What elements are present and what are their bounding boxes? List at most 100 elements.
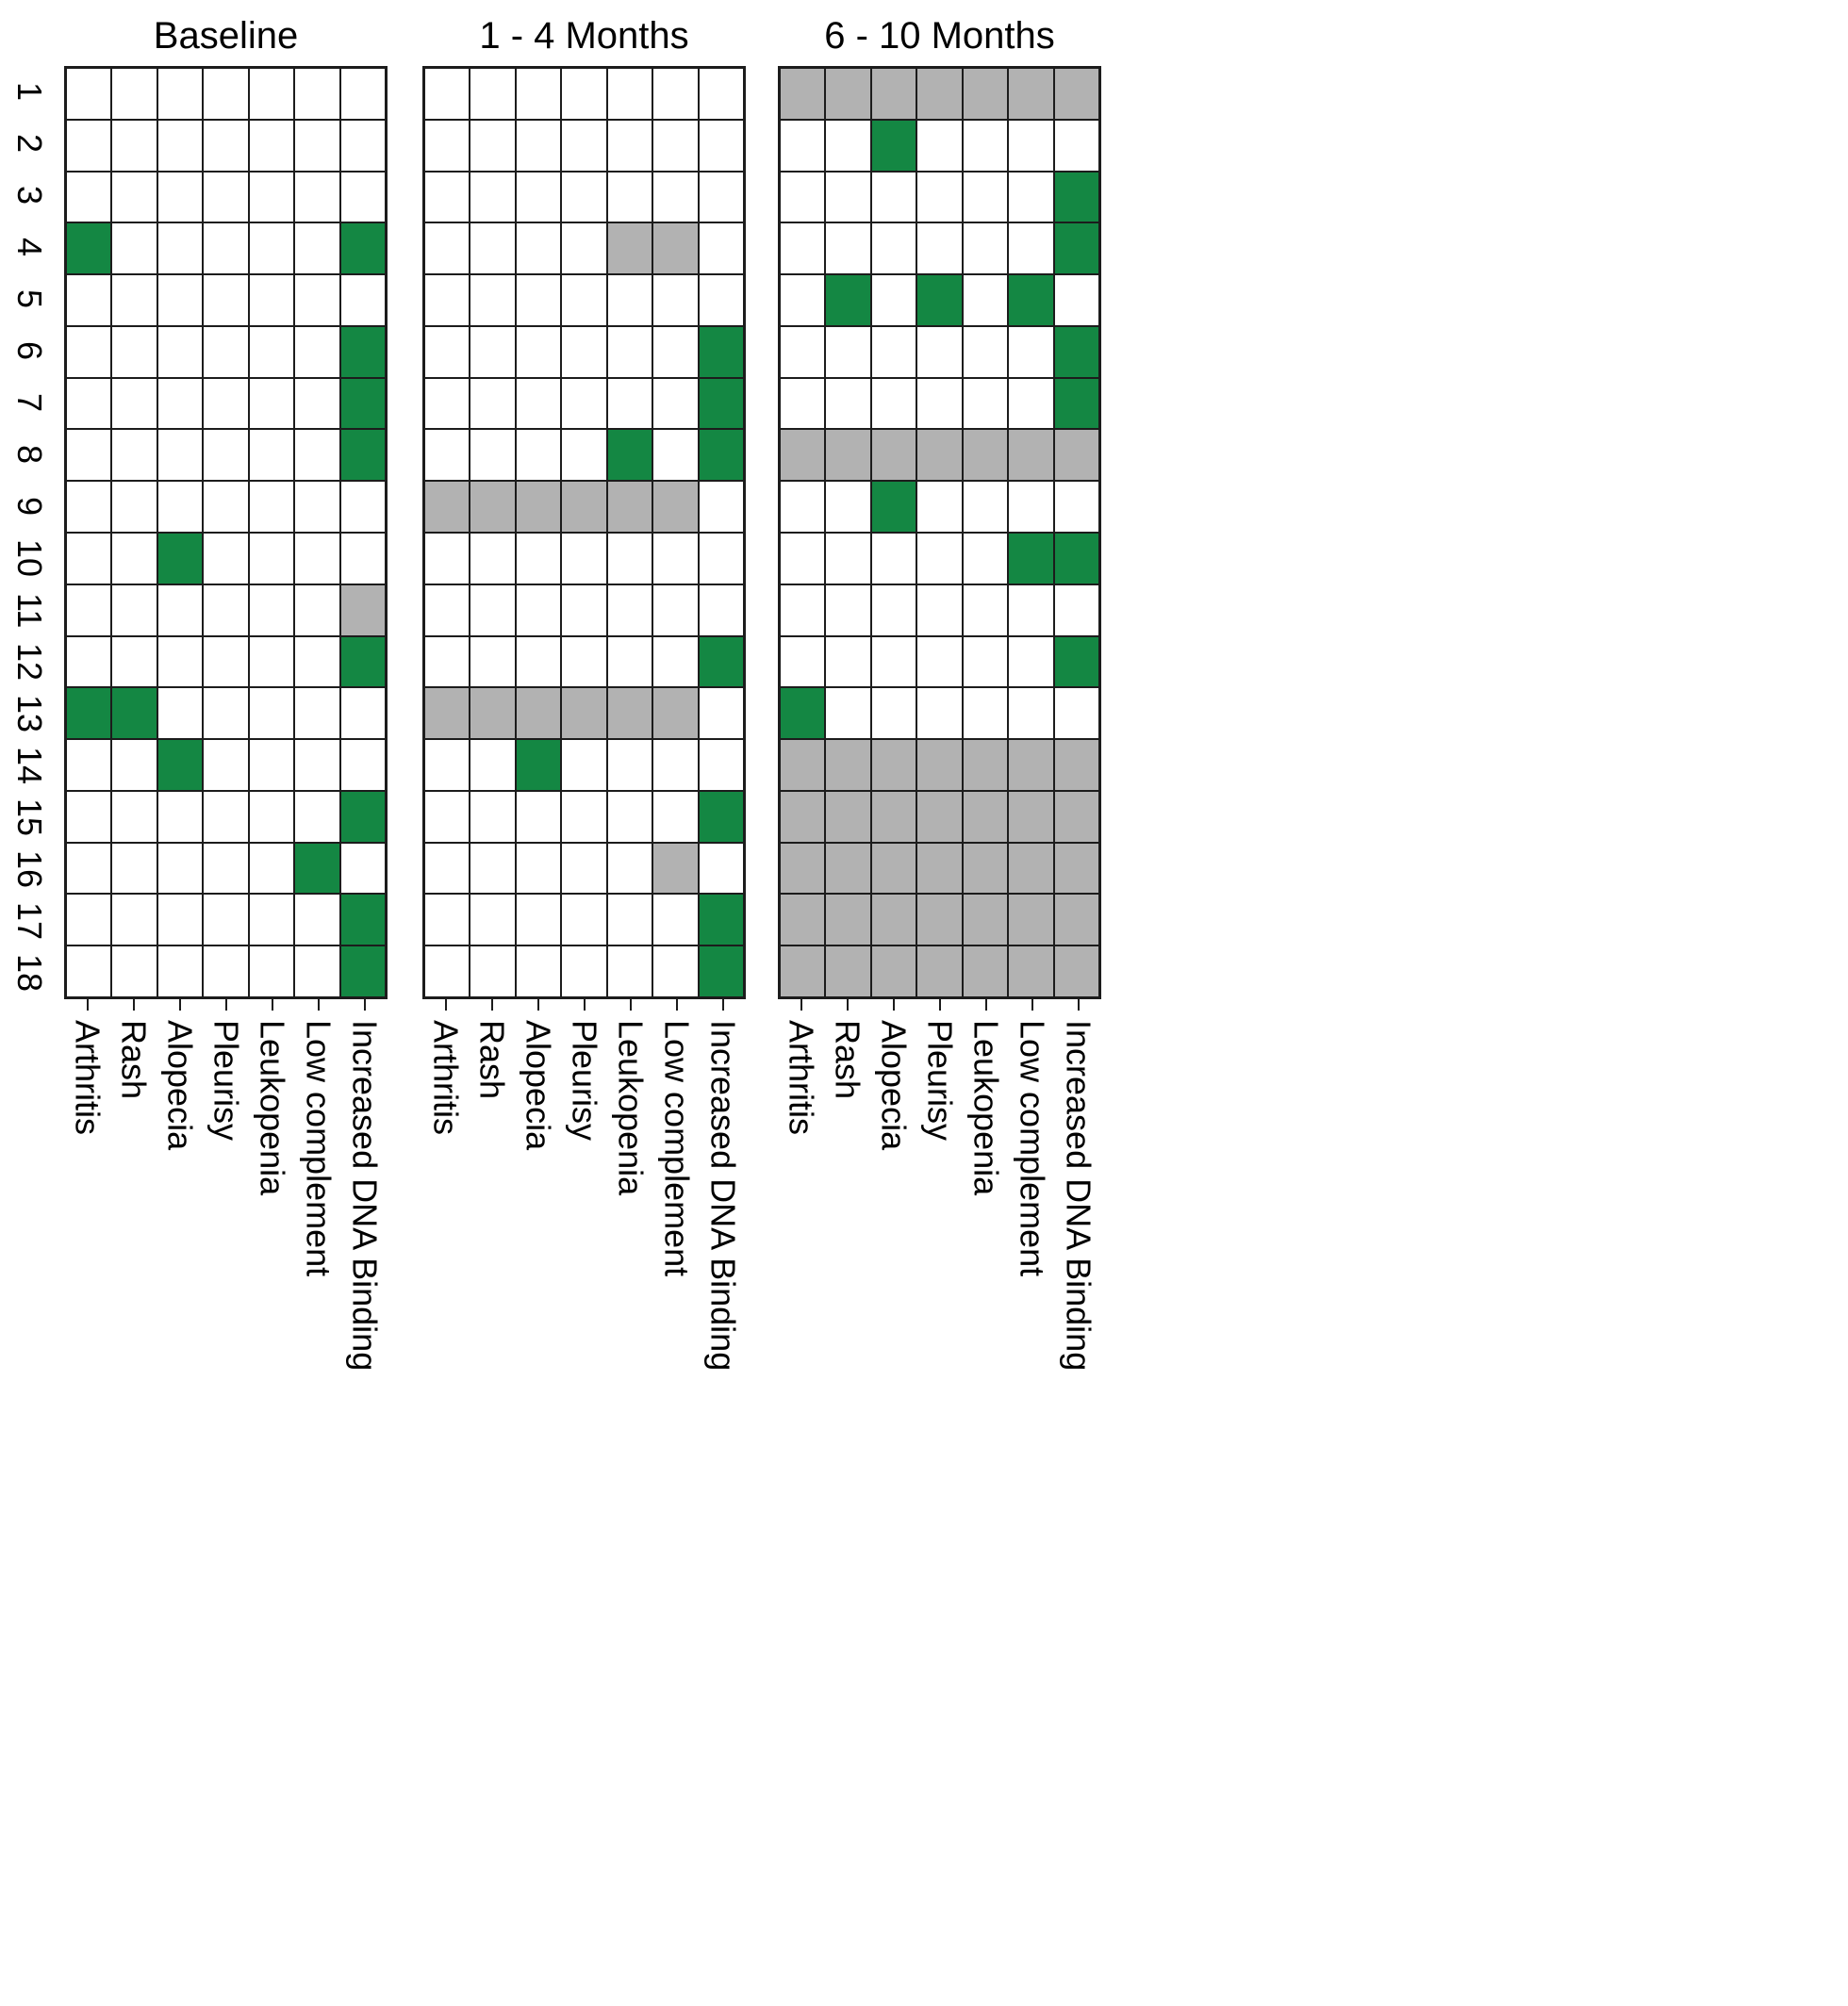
- heatmap-cell: [295, 584, 339, 635]
- heatmap-cell: [204, 636, 248, 687]
- heatmap-cell: [699, 172, 743, 222]
- heatmap-cell: [781, 791, 825, 842]
- heatmap-cell: [295, 275, 339, 325]
- row-label: 8: [0, 429, 58, 481]
- heatmap-cell: [157, 534, 203, 584]
- heatmap-cell: [826, 534, 870, 584]
- row-label-text: 17: [10, 902, 49, 941]
- heatmap-cell: [470, 534, 515, 584]
- column-label-text: Alopecia: [874, 1020, 914, 1151]
- heatmap-cell: [204, 430, 248, 481]
- heatmap-cell: [295, 482, 339, 532]
- heatmap-cell: [470, 791, 515, 842]
- heatmap-cell: [249, 895, 294, 945]
- axis-tick: [892, 999, 895, 1011]
- heatmap-cell: [249, 534, 294, 584]
- heatmap-cell: [516, 275, 561, 325]
- heatmap-cell: [1054, 946, 1098, 996]
- heatmap-cell: [295, 378, 339, 429]
- heatmap-cell: [295, 791, 339, 842]
- heatmap-cell: [295, 326, 339, 377]
- row-label-text: 10: [10, 539, 49, 578]
- heatmap-cell: [204, 740, 248, 790]
- heatmap-cell: [112, 172, 157, 222]
- column-label: Leukopenia: [607, 999, 653, 1461]
- heatmap-cell: [871, 69, 916, 119]
- heatmap-cell: [653, 120, 698, 171]
- heatmap-cell: [204, 895, 248, 945]
- heatmap-cell: [112, 69, 157, 119]
- heatmap-cell: [871, 120, 916, 171]
- column-axis: Arthritis Rash Alopecia Pleurisy Leukopenia L…: [422, 999, 746, 1461]
- heatmap-cell: [425, 120, 470, 171]
- heatmap-cell: [781, 895, 825, 945]
- row-label-text: 8: [10, 445, 49, 465]
- heatmap-cell: [67, 843, 111, 894]
- heatmap-cell: [1054, 791, 1098, 842]
- heatmap-cell: [340, 534, 385, 584]
- heatmap-cell: [340, 326, 385, 377]
- heatmap-cell: [204, 120, 248, 171]
- heatmap-cell: [249, 430, 294, 481]
- heatmap-cell: [470, 275, 515, 325]
- axis-tick: [490, 999, 493, 1011]
- axis-tick: [132, 999, 135, 1011]
- heatmap-cell: [249, 223, 294, 274]
- column-label: Pleurisy: [916, 999, 963, 1461]
- heatmap-cell: [516, 326, 561, 377]
- heatmap-cell: [781, 69, 825, 119]
- heatmap-cell: [826, 275, 870, 325]
- heatmap-cell: [67, 534, 111, 584]
- heatmap-cell: [963, 430, 1008, 481]
- row-label: 17: [0, 896, 58, 947]
- heatmap-cell: [516, 895, 561, 945]
- heatmap-cell: [112, 534, 157, 584]
- heatmap-cell: [157, 326, 203, 377]
- axis-tick: [363, 999, 366, 1011]
- heatmap-cell: [340, 378, 385, 429]
- heatmap-cell: [826, 584, 870, 635]
- heatmap-cell: [871, 740, 916, 790]
- heatmap-cell: [562, 584, 606, 635]
- heatmap-cell: [157, 740, 203, 790]
- heatmap-cell: [871, 378, 916, 429]
- heatmap-cell: [917, 69, 962, 119]
- heatmap-cell: [826, 430, 870, 481]
- row-label-text: 3: [10, 186, 49, 206]
- column-label-text: Pleurisy: [920, 1020, 960, 1142]
- heatmap-cell: [249, 120, 294, 171]
- heatmap-cell: [963, 326, 1008, 377]
- heatmap-cell: [1009, 482, 1053, 532]
- heatmap-cell: [963, 534, 1008, 584]
- column-label-text: Increased DNA Binding: [345, 1020, 385, 1372]
- heatmap-cell: [425, 791, 470, 842]
- column-label: Pleurisy: [561, 999, 607, 1461]
- heatmap-cell: [699, 482, 743, 532]
- heatmap-cell: [425, 534, 470, 584]
- row-label: 11: [0, 584, 58, 636]
- heatmap-cell: [67, 223, 111, 274]
- column-label: Increased DNA Binding: [1055, 999, 1101, 1461]
- heatmap-cell: [1009, 688, 1053, 739]
- heatmap-cell: [112, 791, 157, 842]
- column-label-text: Arthritis: [68, 1020, 107, 1136]
- heatmap-cell: [607, 534, 652, 584]
- heatmap-cell: [295, 223, 339, 274]
- heatmap-cell: [112, 895, 157, 945]
- heatmap-cell: [340, 223, 385, 274]
- heatmap-cell: [157, 69, 203, 119]
- heatmap-cell: [781, 120, 825, 171]
- heatmap-cell: [295, 69, 339, 119]
- heatmap-cell: [1009, 69, 1053, 119]
- heatmap-cell: [917, 688, 962, 739]
- heatmap-cell: [157, 378, 203, 429]
- row-label-text: 13: [10, 695, 49, 733]
- heatmap-cell: [295, 534, 339, 584]
- row-label: 10: [0, 533, 58, 584]
- heatmap-cell: [1054, 843, 1098, 894]
- heatmap-cell: [917, 946, 962, 996]
- heatmap-cell: [826, 223, 870, 274]
- heatmap-cell: [340, 895, 385, 945]
- heatmap-cell: [295, 946, 339, 996]
- heatmap-cell: [112, 946, 157, 996]
